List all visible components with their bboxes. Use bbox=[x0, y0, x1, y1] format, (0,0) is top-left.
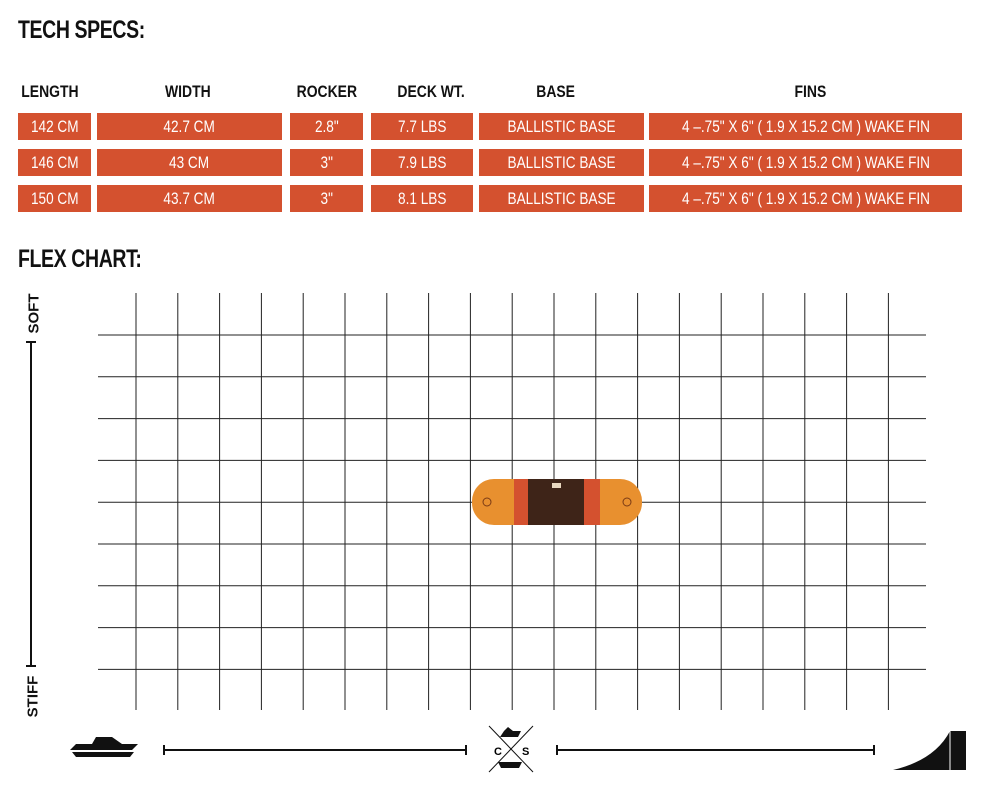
table-cell: 43 CM bbox=[97, 149, 282, 176]
table-cell: 3" bbox=[290, 149, 363, 176]
table-cell: 7.9 LBS bbox=[371, 149, 473, 176]
left-range-line bbox=[163, 745, 467, 755]
kicker-ramp-icon bbox=[893, 731, 966, 770]
table-cell: BALLISTIC BASE bbox=[479, 113, 644, 140]
table-cell: 3" bbox=[290, 185, 363, 212]
column-header: LENGTH bbox=[21, 82, 79, 101]
wakeboard-icon bbox=[472, 479, 642, 525]
table-cell: 142 CM bbox=[18, 113, 91, 140]
boat-icon bbox=[70, 737, 138, 757]
table-cell: 4 –.75" X 6" ( 1.9 X 15.2 CM ) WAKE FIN bbox=[649, 149, 962, 176]
table-cell: BALLISTIC BASE bbox=[479, 149, 644, 176]
right-range-line bbox=[556, 745, 875, 755]
table-cell: 2.8" bbox=[290, 113, 363, 140]
table-cell: 150 CM bbox=[18, 185, 91, 212]
column-header: ROCKER bbox=[296, 82, 358, 101]
table-cell: 8.1 LBS bbox=[371, 185, 473, 212]
column-header: FINS bbox=[794, 82, 826, 101]
column-header: BASE bbox=[536, 82, 576, 101]
table-cell: BALLISTIC BASE bbox=[479, 185, 644, 212]
column-header: DECK WT. bbox=[397, 82, 465, 101]
table-cell: 42.7 CM bbox=[97, 113, 282, 140]
flex-axis-line bbox=[26, 341, 36, 667]
table-cell: 43.7 CM bbox=[97, 185, 282, 212]
flex-chart-title: FLEX CHART: bbox=[18, 245, 142, 273]
table-cell: 146 CM bbox=[18, 149, 91, 176]
column-header: WIDTH bbox=[165, 82, 211, 101]
table-cell: 4 –.75" X 6" ( 1.9 X 15.2 CM ) WAKE FIN bbox=[649, 113, 962, 140]
table-cell: 7.7 LBS bbox=[371, 113, 473, 140]
table-cell: 4 –.75" X 6" ( 1.9 X 15.2 CM ) WAKE FIN bbox=[649, 185, 962, 212]
tech-specs-title: TECH SPECS: bbox=[18, 16, 145, 44]
cable-boat-icon: C S bbox=[488, 725, 534, 773]
cable-letter: C bbox=[494, 746, 502, 758]
ship-letter: S bbox=[522, 746, 529, 758]
